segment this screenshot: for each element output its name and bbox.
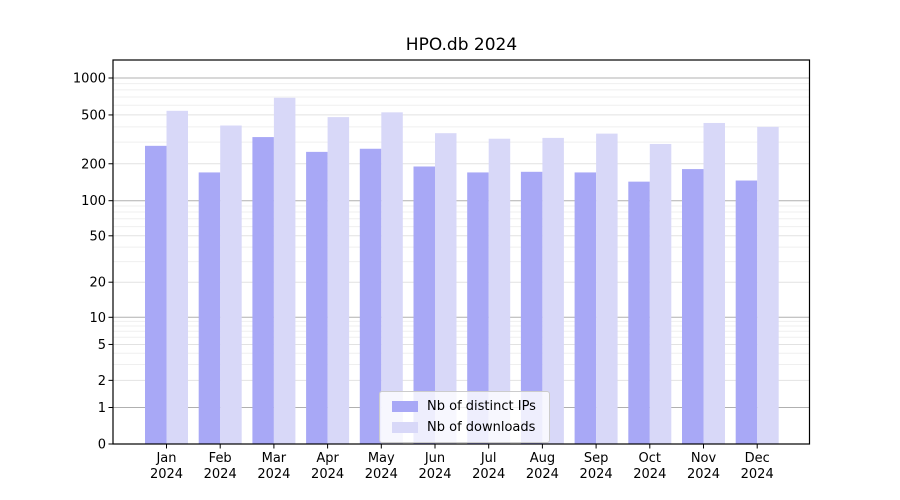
legend-item-downloads: Nb of downloads [392,420,536,435]
y-tick-label-10: 10 [89,311,106,326]
bar-distinct-ips-aug [520,171,543,444]
bar-downloads-jan [166,110,188,444]
plot-border [112,59,811,445]
bar-downloads-dec [757,126,779,444]
bar-downloads-oct [649,143,672,445]
x-tick-label-aug: Aug 2024 [526,451,559,482]
bar-distinct-ips-jul [467,172,489,444]
y-tick-label-0: 0 [98,438,106,453]
y-tick-label-1000: 1000 [73,72,106,87]
bar-distinct-ips-dec [735,180,758,444]
y-tick-label-1: 1 [98,401,106,416]
x-tick-label-mar: Mar 2024 [257,451,290,482]
x-tick-label-may: May 2024 [365,451,398,482]
x-tick-label-oct: Oct 2024 [633,451,666,482]
x-tick-label-jun: Jun 2024 [418,451,451,482]
legend-label-distinct-ips: Nb of distinct IPs [427,399,536,414]
y-tick-label-20: 20 [89,276,106,291]
bar-downloads-jul [488,138,511,445]
bar-downloads-mar [273,97,296,444]
y-tick-label-200: 200 [81,157,106,172]
bar-downloads-aug [542,137,564,444]
x-tick-label-jul: Jul 2024 [472,451,505,482]
y-tick-label-2: 2 [98,374,106,389]
bar-distinct-ips-nov [682,169,704,445]
bar-downloads-apr [327,117,350,445]
bar-distinct-ips-oct [628,181,650,445]
bar-downloads-may [381,112,403,444]
y-tick-label-100: 100 [81,194,106,209]
bar-downloads-sep [596,133,618,444]
bar-distinct-ips-feb [198,172,221,444]
x-tick-label-nov: Nov 2024 [687,451,720,482]
x-tick-label-dec: Dec 2024 [741,451,774,482]
bar-distinct-ips-apr [306,151,328,445]
chart-title: HPO.db 2024 [405,35,518,55]
bar-distinct-ips-sep [574,172,597,444]
y-tick-label-50: 50 [89,229,106,244]
x-tick-label-sep: Sep 2024 [580,451,613,482]
legend-swatch-distinct-ips [392,401,418,412]
bar-distinct-ips-may [359,148,382,444]
x-tick-label-feb: Feb 2024 [204,451,237,482]
legend-swatch-downloads [392,422,418,433]
legend-label-downloads: Nb of downloads [427,420,536,435]
bar-distinct-ips-jan [145,145,167,444]
y-tick-label-500: 500 [81,108,106,123]
bar-downloads-jun [435,133,457,444]
bar-distinct-ips-jun [413,166,435,444]
legend-item-distinct-ips: Nb of distinct IPs [392,399,536,414]
legend: Nb of distinct IPs Nb of downloads [379,391,550,443]
x-tick-label-jan: Jan 2024 [150,451,183,482]
y-tick-label-5: 5 [98,338,106,353]
bar-distinct-ips-mar [252,137,274,444]
bar-downloads-feb [220,125,242,445]
x-tick-label-apr: Apr 2024 [311,451,344,482]
bar-downloads-nov [703,122,725,444]
